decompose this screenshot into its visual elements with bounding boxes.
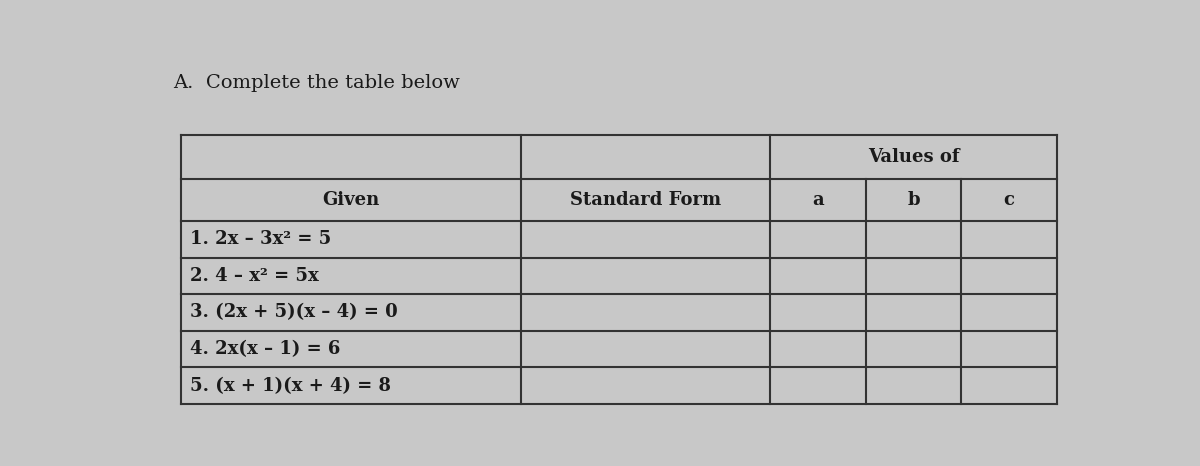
Text: A.  Complete the table below: A. Complete the table below — [173, 74, 460, 92]
Text: c: c — [1003, 191, 1014, 209]
Text: 4. 2x(x – 1) = 6: 4. 2x(x – 1) = 6 — [190, 340, 341, 358]
Text: a: a — [812, 191, 824, 209]
Text: 5. (x + 1)(x + 4) = 8: 5. (x + 1)(x + 4) = 8 — [190, 377, 391, 395]
Text: 3. (2x + 5)(x – 4) = 0: 3. (2x + 5)(x – 4) = 0 — [190, 303, 397, 322]
Text: b: b — [907, 191, 920, 209]
Text: Standard Form: Standard Form — [570, 191, 721, 209]
Text: Values of: Values of — [868, 148, 959, 166]
Text: 2. 4 – x² = 5x: 2. 4 – x² = 5x — [190, 267, 319, 285]
Text: Given: Given — [322, 191, 379, 209]
Text: 1. 2x – 3x² = 5: 1. 2x – 3x² = 5 — [190, 230, 331, 248]
